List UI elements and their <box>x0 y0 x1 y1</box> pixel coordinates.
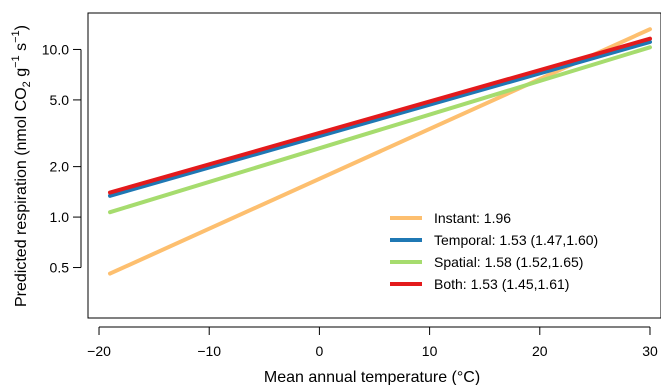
series-line-0 <box>108 27 652 276</box>
series-line-3 <box>108 36 652 195</box>
y-axis-label-unit-g: g <box>13 68 30 81</box>
x-tick-label: −20 <box>87 343 111 359</box>
legend-label-1: Temporal: 1.53 (1.47,1.60) <box>434 232 598 248</box>
y-axis-label-close: ) <box>13 25 30 30</box>
series-lines <box>108 27 652 276</box>
legend-label-2: Spatial: 1.58 (1.52,1.65) <box>434 254 583 270</box>
y-axis: 0.5 1.0 2.0 5.0 10.0 <box>42 41 82 276</box>
x-axis: −20 −10 0 10 20 30 <box>87 326 658 359</box>
x-tick-label: 30 <box>642 343 658 359</box>
y-tick-label: 1.0 <box>50 209 70 225</box>
legend-label-0: Instant: 1.96 <box>434 210 511 226</box>
x-axis-label: Mean annual temperature (°C) <box>264 369 480 385</box>
y-axis-label-unit-s: s <box>13 43 30 55</box>
legend: Instant: 1.96 Temporal: 1.53 (1.47,1.60) S… <box>390 210 598 292</box>
y-tick-label: 0.5 <box>50 260 70 276</box>
y-axis-label: Predicted respiration (nmol CO2 g−1 s−1) <box>10 25 33 307</box>
y-axis-label-main: Predicted respiration (nmol CO <box>13 87 30 307</box>
y-axis-label-sup1: −1 <box>10 55 22 68</box>
x-tick-label: 10 <box>422 343 438 359</box>
y-tick-label: 10.0 <box>42 41 69 57</box>
plot-frame <box>87 12 661 319</box>
y-axis-label-sub: 2 <box>21 81 33 87</box>
x-tick-label: 0 <box>316 343 324 359</box>
y-tick-label: 5.0 <box>50 92 70 108</box>
y-tick-label: 2.0 <box>50 159 70 175</box>
x-tick-label: 20 <box>532 343 548 359</box>
series-line-2 <box>108 45 652 215</box>
legend-label-3: Both: 1.53 (1.45,1.61) <box>434 276 569 292</box>
x-tick-label: −10 <box>197 343 221 359</box>
y-axis-label-sup2: −1 <box>10 30 22 43</box>
series-line-1 <box>108 39 652 198</box>
